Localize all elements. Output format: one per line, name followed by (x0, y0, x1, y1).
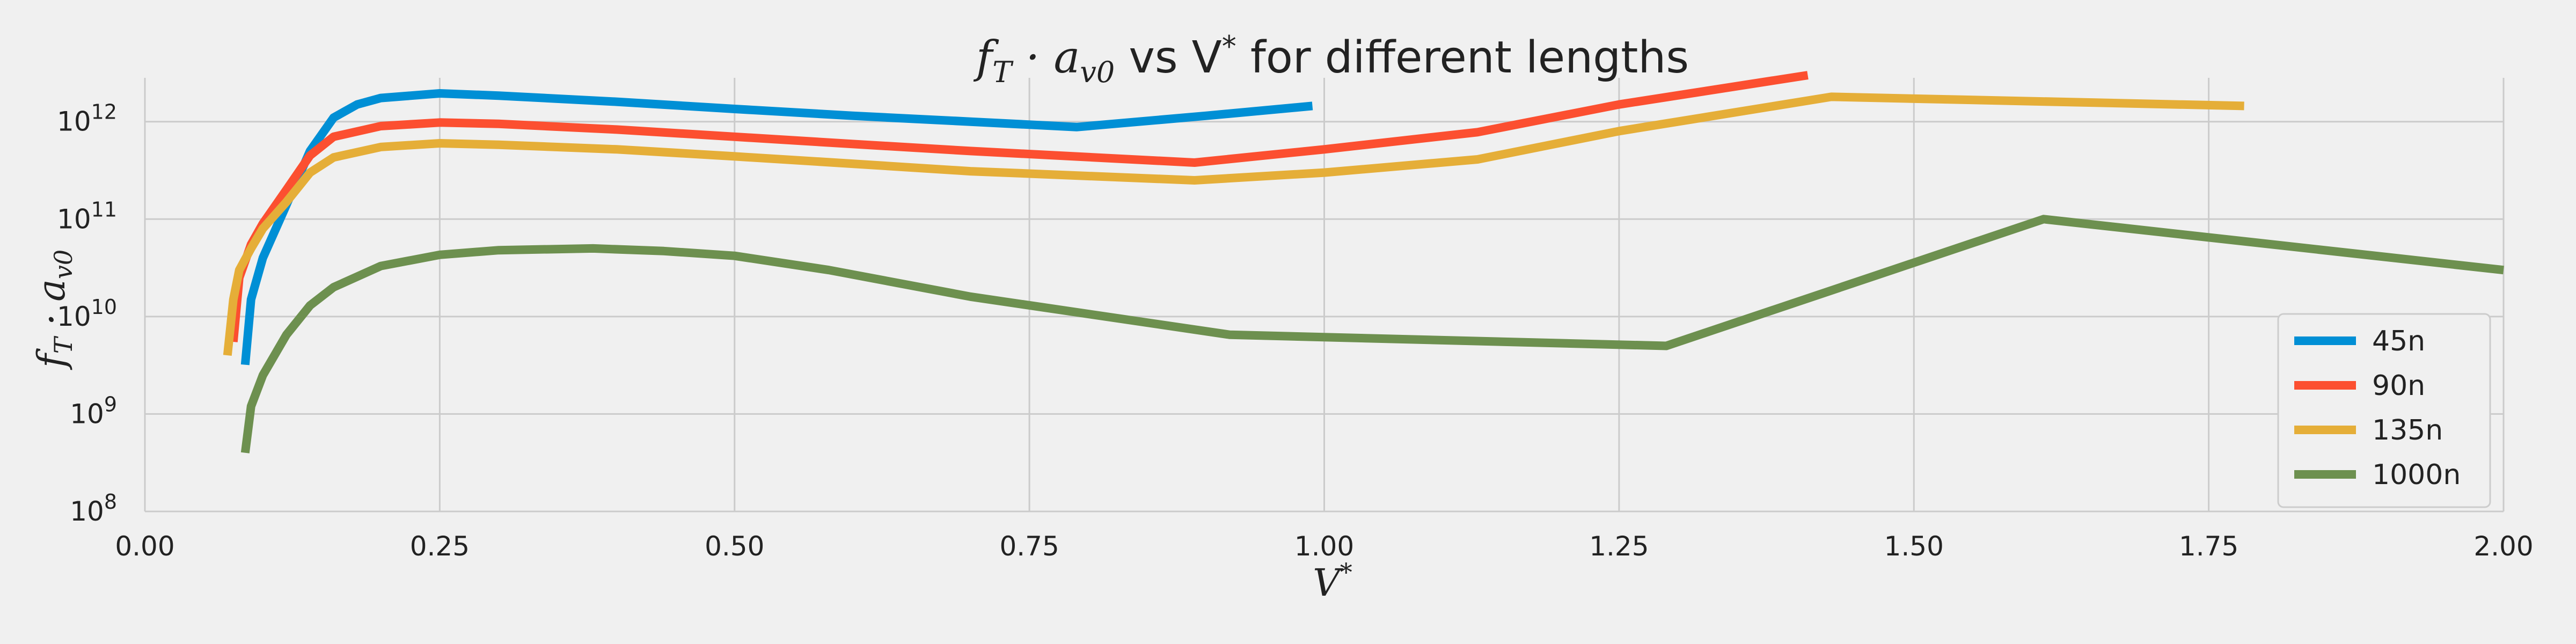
x-axis-label-v: V (1313, 561, 1343, 605)
x-tick-label: 0.00 (115, 531, 174, 562)
x-tick-label: 0.75 (999, 531, 1059, 562)
y-axis-label-sub-t: T (49, 335, 78, 354)
x-tick-label: 2.00 (2473, 531, 2533, 562)
legend-label-45n: 45n (2372, 325, 2425, 357)
title-vs: vs V (1115, 32, 1221, 83)
title-rest: for different lengths (1236, 32, 1689, 83)
legend: 45n 90n 135n 1000n (2277, 313, 2491, 508)
legend-label-1000n: 1000n (2372, 459, 2461, 491)
series-line-1000n (240, 215, 2504, 453)
x-axis-label-star: * (1340, 558, 1352, 587)
y-tick-label: 109 (70, 392, 117, 429)
title-sub-v0: v0 (1080, 55, 1115, 89)
y-tick-labels: 108 109 1010 1011 1012 (57, 100, 117, 527)
x-tick-label: 0.25 (410, 531, 470, 562)
y-axis-label-sub-v0: v0 (49, 250, 78, 279)
x-tick-label: 1.75 (2179, 531, 2238, 562)
y-tick-label: 1011 (57, 197, 117, 235)
series-lines (223, 71, 2504, 453)
legend-label-90n: 90n (2372, 370, 2425, 402)
chart-title: fT · av0 vs V* for different lengths (973, 30, 1689, 89)
series-line-135n (223, 92, 2244, 356)
legend-box (2277, 313, 2491, 508)
title-sup-star: * (1222, 30, 1236, 63)
y-axis-label-a: · a (30, 279, 74, 338)
legend-label-135n: 135n (2372, 414, 2443, 447)
series-line-45n (240, 89, 1313, 365)
x-tick-label: 0.50 (705, 531, 764, 562)
y-tick-label: 1010 (57, 295, 117, 332)
x-tick-label: 1.50 (1884, 531, 1944, 562)
title-sub-t: T (992, 55, 1014, 89)
x-tick-label: 1.25 (1589, 531, 1649, 562)
y-tick-label: 1012 (57, 100, 117, 137)
title-a: · a (1012, 32, 1080, 83)
y-axis-label: fT · av0 (30, 250, 78, 370)
y-tick-label: 108 (70, 490, 117, 527)
x-axis-label: V* (1313, 558, 1352, 605)
x-tick-labels: 0.00 0.25 0.50 0.75 1.00 1.25 1.50 1.75 2.00 (115, 531, 2533, 562)
x-tick-label: 1.00 (1294, 531, 1354, 562)
